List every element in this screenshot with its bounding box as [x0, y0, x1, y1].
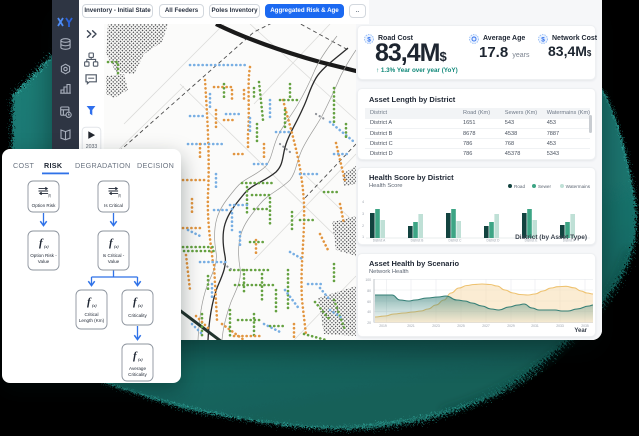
svg-text:Value: Value: [38, 259, 50, 264]
svg-text:(t): (t): [48, 194, 51, 198]
svg-text:District D: District D: [487, 239, 501, 243]
svg-text:2023: 2023: [432, 324, 440, 328]
svg-text:District A: District A: [373, 239, 386, 243]
svg-text:Average: Average: [129, 366, 146, 371]
svg-text:f: f: [133, 296, 138, 308]
svg-text:DECISION: DECISION: [137, 161, 174, 170]
svg-text:District E: District E: [525, 239, 538, 243]
svg-text:f: f: [133, 350, 138, 362]
svg-text:District B: District B: [411, 239, 424, 243]
svg-text:Length (Km): Length (Km): [79, 318, 105, 323]
svg-text:Criticality: Criticality: [128, 313, 147, 318]
svg-text:COST: COST: [13, 161, 34, 170]
svg-text:80: 80: [367, 289, 371, 293]
svg-text:RISK: RISK: [44, 161, 63, 170]
svg-text:(x): (x): [138, 303, 143, 308]
svg-text:3: 3: [362, 212, 364, 216]
svg-text:(x): (x): [92, 303, 97, 308]
svg-text:2029: 2029: [507, 324, 515, 328]
svg-text:2: 2: [362, 224, 364, 228]
svg-text:Critical: Critical: [84, 312, 98, 317]
svg-text:District F: District F: [563, 239, 576, 243]
svg-text:60: 60: [367, 300, 371, 304]
svg-text:2025: 2025: [457, 324, 465, 328]
svg-text:40: 40: [367, 310, 371, 314]
svg-text:Value: Value: [108, 259, 120, 264]
svg-text:(x): (x): [114, 244, 119, 249]
svg-text:Is Critical: Is Critical: [104, 203, 123, 208]
svg-text:$: $: [367, 36, 371, 43]
svg-text:2033: 2033: [86, 144, 98, 150]
svg-text:100: 100: [365, 278, 371, 282]
svg-text:$: $: [541, 36, 545, 43]
svg-text:(t): (t): [118, 194, 121, 198]
svg-text:(x): (x): [44, 244, 49, 249]
svg-text:Option Risk: Option Risk: [32, 203, 56, 208]
svg-text:4: 4: [362, 200, 364, 204]
svg-text:2019: 2019: [379, 324, 387, 328]
svg-text:2021: 2021: [407, 324, 415, 328]
svg-text:f: f: [87, 296, 92, 308]
svg-text:20: 20: [367, 321, 371, 325]
svg-text:DEGRADATION: DEGRADATION: [75, 161, 130, 170]
svg-text:Option Risk -: Option Risk -: [30, 253, 57, 258]
svg-text:Is Critical -: Is Critical -: [103, 253, 125, 258]
svg-text:2031: 2031: [531, 324, 539, 328]
svg-text:(x): (x): [138, 357, 143, 362]
svg-text:2033: 2033: [556, 324, 564, 328]
svg-text:2027: 2027: [482, 324, 490, 328]
svg-text:f: f: [39, 237, 44, 249]
svg-text:Criticality: Criticality: [128, 372, 147, 377]
svg-text:District C: District C: [449, 239, 463, 243]
svg-text:2035: 2035: [581, 324, 589, 328]
svg-text:f: f: [109, 237, 114, 249]
svg-text:1: 1: [362, 235, 364, 239]
